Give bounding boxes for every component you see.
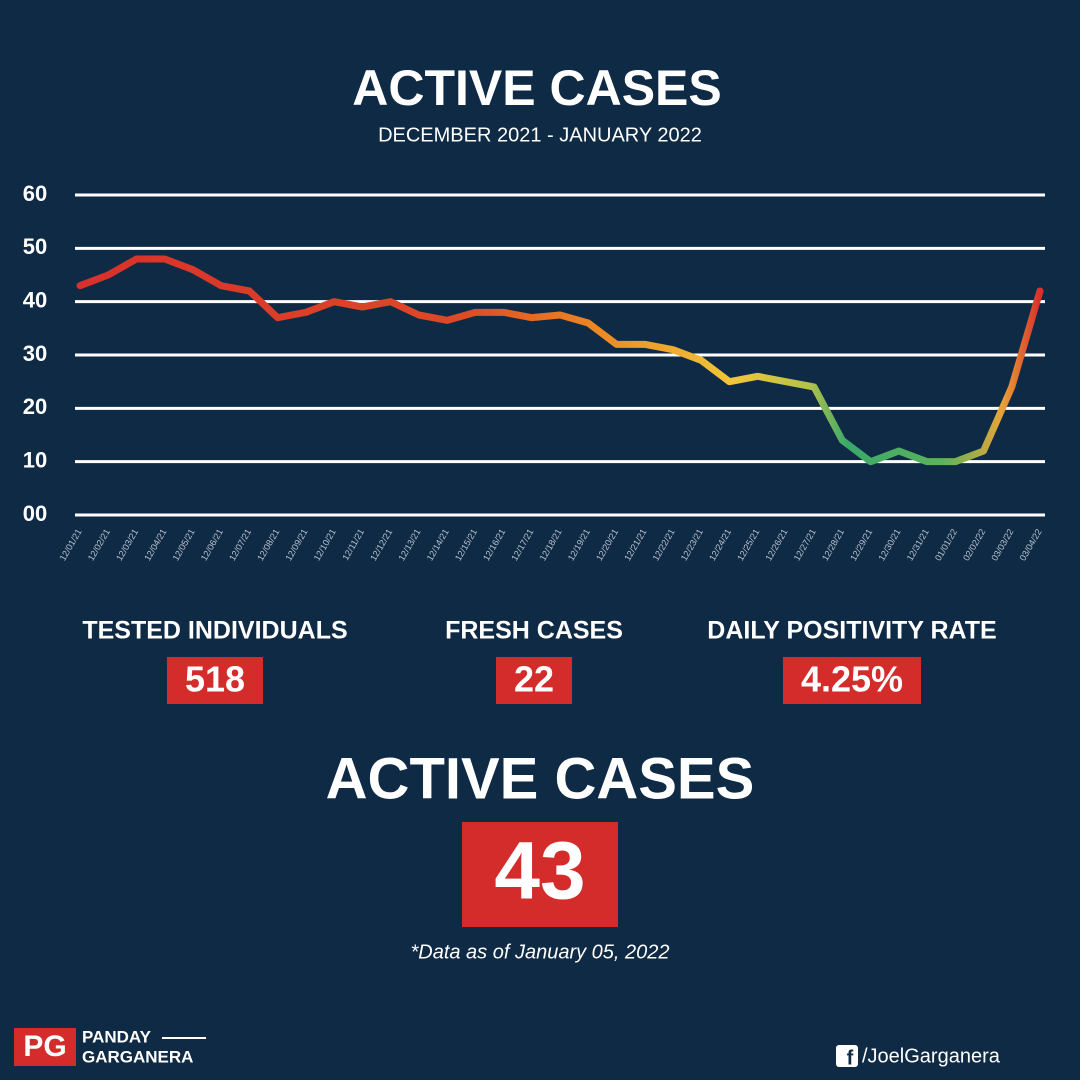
stat-label: DAILY POSITIVITY RATE: [707, 617, 996, 645]
y-tick-label: 40: [23, 287, 47, 312]
logo-line2: GARGANERA: [82, 1047, 193, 1066]
y-tick-label: 20: [23, 394, 47, 419]
stat-label: FRESH CASES: [445, 617, 623, 645]
active-label: ACTIVE CASES: [326, 746, 755, 811]
y-tick-label: 30: [23, 341, 47, 366]
facebook-icon: [836, 1045, 858, 1067]
logo-mark: PG: [23, 1030, 66, 1063]
chart-subtitle: DECEMBER 2021 - JANUARY 2022: [378, 124, 702, 146]
stat-value: 518: [185, 659, 245, 700]
y-tick-label: 50: [23, 234, 47, 259]
y-tick-label: 10: [23, 447, 47, 472]
note: *Data as of January 05, 2022: [410, 941, 669, 963]
stat-box: [782, 657, 922, 704]
line: [76, 255, 1044, 466]
chart-title: ACTIVE CASES: [352, 60, 722, 116]
stat-value: 22: [514, 659, 554, 700]
logo-line1: PANDAY: [82, 1027, 152, 1046]
y-tick-label: 60: [23, 181, 47, 206]
facebook-f: f: [847, 1047, 854, 1069]
stat-box: [166, 657, 264, 704]
social-handle: /JoelGarganera: [862, 1045, 1001, 1067]
logo-box: [14, 1028, 76, 1066]
stats: TESTED INDIVIDUALS 518 FRESH CASES 22 DAILY …: [82, 617, 997, 704]
stat-value: 4.25%: [801, 659, 903, 700]
stat-box: [495, 657, 573, 704]
stat-label: TESTED INDIVIDUALS: [82, 617, 347, 645]
active-box: [462, 822, 618, 927]
y-tick-label: 00: [23, 501, 47, 526]
active-value: 43: [494, 826, 585, 917]
